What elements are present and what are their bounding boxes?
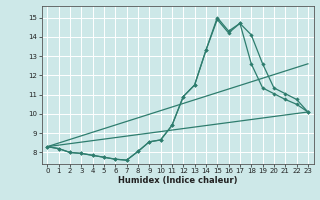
X-axis label: Humidex (Indice chaleur): Humidex (Indice chaleur) — [118, 176, 237, 185]
